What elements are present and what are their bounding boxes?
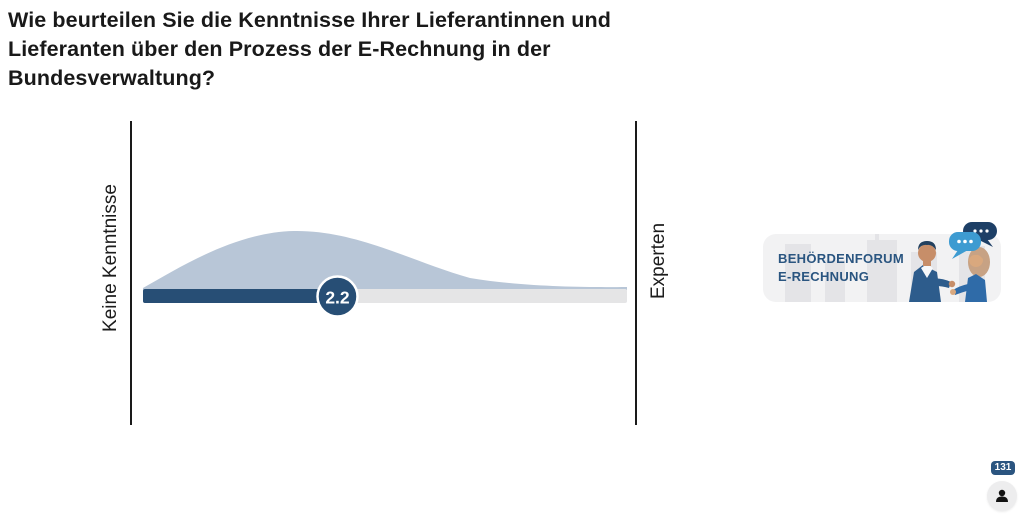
scale-max-label: Experten	[648, 222, 669, 300]
logo-text-line1: BEHÖRDENFORUM	[778, 251, 904, 266]
behoerdenforum-logo: BEHÖRDENFORUM E-RECHNUNG	[763, 220, 1001, 302]
logo-text-line2: E-RECHNUNG	[778, 269, 870, 284]
average-value: 2.2	[325, 288, 350, 308]
average-marker	[316, 275, 359, 318]
question-title-line: Bundesverwaltung?	[8, 66, 216, 90]
speech-bubble-light-icon	[949, 232, 981, 259]
person-icon	[996, 489, 1008, 502]
participants-count-badge[interactable]: 131	[991, 461, 1015, 475]
logo-text: BEHÖRDENFORUM E-RECHNUNG	[778, 250, 904, 286]
scale-min-label: Keine Kenntnisse	[100, 184, 121, 332]
question-title: Wie beurteilen Sie die Kenntnisse Ihrer …	[8, 6, 688, 93]
woman-figure	[950, 247, 990, 302]
skyline-silhouette	[785, 234, 985, 302]
axis-line-left	[130, 121, 132, 425]
distribution-curve	[143, 230, 627, 290]
axis-line-right	[635, 121, 637, 425]
scale-fill	[143, 289, 338, 303]
man-figure	[909, 241, 956, 302]
participants-widget[interactable]: 131	[985, 459, 1021, 515]
participants-avatar[interactable]	[987, 481, 1017, 511]
question-title-line: Lieferanten über den Prozess der E-Rechn…	[8, 37, 551, 61]
logo-illustration	[763, 222, 1001, 302]
question-title-line: Wie beurteilen Sie die Kenntnisse Ihrer …	[8, 8, 611, 32]
scale-average-chart: 2.2	[130, 121, 637, 425]
